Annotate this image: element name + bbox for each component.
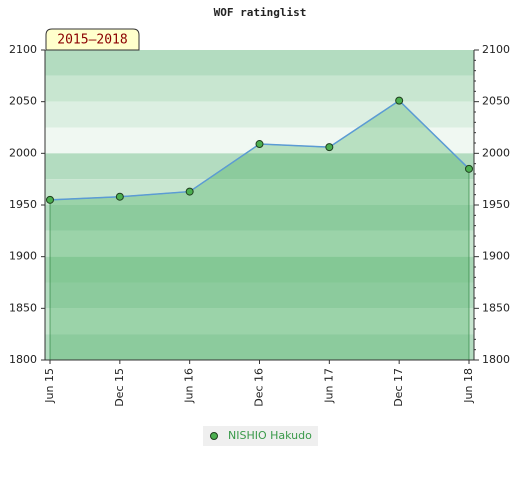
y2-tick-label: 1850: [482, 301, 510, 314]
x-tick-label: Jun 17: [322, 368, 335, 404]
data-point: [115, 192, 124, 201]
x-tick-label: Dec 17: [392, 368, 405, 407]
y-tick-label: 2050: [9, 95, 37, 108]
legend-marker: [210, 432, 218, 440]
y-tick-label: 1850: [9, 301, 37, 314]
background-stripe: [45, 282, 474, 309]
background-stripe: [45, 101, 474, 128]
chart-title: WOF ratinglist: [214, 6, 307, 19]
background-stripe: [45, 75, 474, 102]
data-point: [255, 140, 264, 149]
data-point: [185, 187, 194, 196]
x-tick-label: Jun 18: [462, 368, 475, 404]
y2-tick-label: 1950: [482, 198, 510, 211]
x-tick-label: Dec 15: [113, 368, 126, 407]
data-point: [46, 195, 54, 204]
y2-tick-label: 1800: [482, 353, 510, 366]
background-stripe: [45, 334, 474, 360]
y2-tick-label: 2100: [482, 43, 510, 56]
data-point: [325, 143, 334, 152]
background-stripe: [45, 308, 474, 335]
y-tick-label: 1900: [9, 250, 37, 263]
y-tick-label: 2000: [9, 146, 37, 159]
y2-tick-label: 2050: [482, 95, 510, 108]
data-point: [395, 96, 404, 105]
background-stripe: [45, 230, 474, 257]
background-stripe: [45, 205, 474, 231]
data-point: [465, 164, 473, 173]
annotation: 2015–2018: [57, 33, 127, 48]
background-stripe: [45, 179, 474, 205]
legend-box: [203, 426, 318, 446]
background-stripe: [45, 50, 474, 76]
background-stripe: [45, 153, 474, 180]
x-tick-label: Jun 15: [43, 368, 56, 404]
legend-label: NISHIO Hakudo: [228, 429, 312, 442]
x-tick-label: Dec 16: [253, 368, 266, 407]
background-stripe: [45, 256, 474, 283]
y-tick-label: 1800: [9, 353, 37, 366]
y-tick-label: 1950: [9, 198, 37, 211]
x-tick-label: Jun 16: [183, 368, 196, 404]
y2-tick-label: 2000: [482, 146, 510, 159]
annotation-box: [45, 28, 140, 51]
y-tick-label: 2100: [9, 43, 37, 56]
y2-tick-label: 1900: [482, 250, 510, 263]
